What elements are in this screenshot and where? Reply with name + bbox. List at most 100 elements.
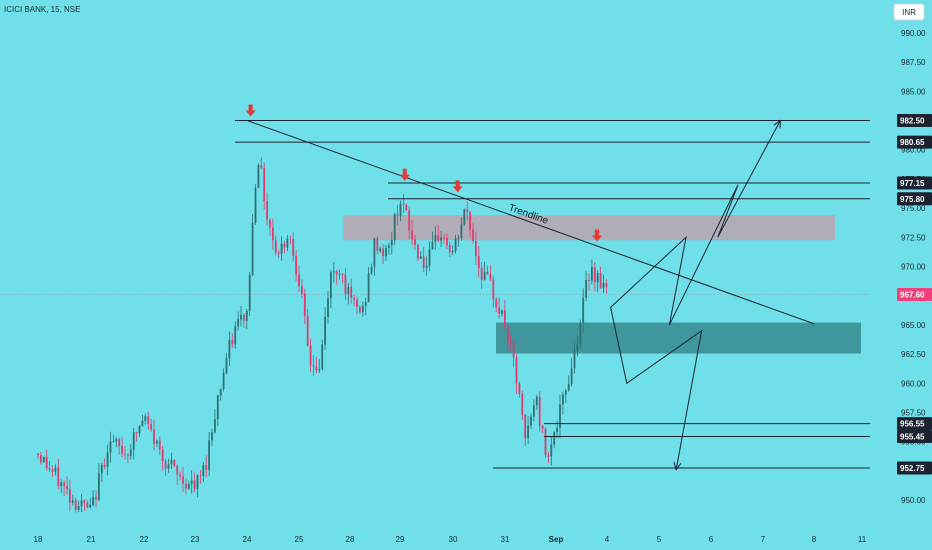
candle-body [228, 339, 231, 359]
x-tick-label: 30 [449, 535, 458, 544]
candle-body [446, 237, 448, 246]
price-level-label-box [897, 417, 932, 431]
x-tick-label: 7 [761, 535, 766, 544]
candle-body [602, 283, 605, 289]
candle-body [60, 482, 63, 487]
candle-body [477, 256, 480, 268]
candle-body [469, 211, 471, 230]
current-price-label: 967.60 [900, 291, 925, 300]
x-tick-label: 22 [140, 535, 149, 544]
candle-body [547, 454, 550, 457]
candle-body [106, 452, 109, 467]
candle-body [254, 187, 257, 224]
currency-label: INR [902, 8, 916, 17]
candle-body [414, 239, 416, 245]
chart-title: ICICI BANK, 15, NSE [4, 5, 80, 14]
candle-body [588, 280, 590, 281]
currency-badge[interactable]: INR [893, 3, 925, 21]
candle-body [187, 484, 190, 489]
price-level-label: 956.55 [900, 420, 925, 429]
candle-body [92, 496, 94, 505]
candle-body [567, 384, 570, 391]
candle-body [605, 283, 608, 287]
candle-body [80, 500, 83, 507]
candle-body [321, 344, 324, 369]
candle-body [538, 396, 541, 426]
y-tick-label: 957.50 [901, 409, 926, 418]
candle-body [147, 416, 150, 424]
candle-body [234, 326, 237, 345]
candle-body [182, 476, 184, 484]
candle-body [591, 267, 593, 281]
candle-body [272, 227, 274, 241]
candle-body [69, 489, 71, 503]
candle-body [71, 500, 74, 503]
x-tick-label: 8 [812, 535, 817, 544]
y-tick-label: 990.00 [901, 29, 926, 38]
candle-body [324, 316, 326, 345]
x-tick-label: 28 [346, 535, 355, 544]
price-level-label-box [897, 135, 932, 149]
candle-body [396, 214, 399, 216]
candle-body [460, 224, 463, 238]
candle-body [118, 439, 121, 446]
candle-body [135, 432, 138, 434]
price-level-label-box [897, 113, 932, 127]
candle-body [370, 266, 373, 274]
candle-body [524, 414, 527, 439]
y-tick-label: 960.00 [901, 379, 926, 388]
candle-body [63, 482, 65, 487]
price-level-label-box [897, 461, 932, 475]
candle-body [480, 267, 483, 280]
candle-body [564, 390, 567, 395]
y-tick-label: 985.00 [901, 87, 926, 96]
candle-body [144, 416, 147, 422]
candle-body [367, 273, 370, 303]
candle-body [382, 248, 384, 257]
x-axis[interactable]: 18 21 22 23 24 25 28 29 30 31 Sep 4 5 6 7 8 11 [34, 535, 867, 544]
candle-body [260, 165, 263, 168]
candle-body [390, 240, 393, 246]
price-level-label-box [897, 176, 932, 190]
candle-body [347, 286, 350, 295]
candle-body [193, 480, 196, 489]
candle-body [74, 500, 77, 510]
candle-body [37, 453, 39, 456]
candle-body [124, 453, 126, 455]
candle-body [45, 456, 48, 469]
candle-body [51, 469, 54, 472]
candle-body [327, 298, 329, 317]
candle-body [277, 252, 280, 254]
x-tick-label: 18 [34, 535, 43, 544]
candle-body [179, 474, 181, 477]
candle-body [541, 425, 544, 429]
price-level-label: 980.65 [900, 138, 925, 147]
candlestick-series [37, 157, 608, 513]
candle-body [408, 210, 411, 231]
price-level-label: 952.75 [900, 464, 925, 473]
candle-body [214, 419, 216, 433]
candle-body [593, 267, 596, 283]
candle-body [518, 383, 521, 394]
y-tick-label: 950.00 [901, 496, 926, 505]
candle-body [527, 425, 529, 439]
candle-body [176, 465, 179, 475]
candle-body [141, 421, 144, 426]
candle-body [573, 351, 576, 369]
x-tick-label: 5 [657, 535, 662, 544]
candle-body [428, 249, 431, 266]
candle-body [498, 307, 500, 314]
candle-body [257, 165, 260, 188]
trendline [246, 120, 815, 325]
candle-body [509, 341, 512, 343]
peak-arrow-icon [592, 229, 602, 242]
candle-body [419, 256, 422, 259]
candle-body [283, 243, 286, 248]
x-tick-label: 25 [295, 535, 304, 544]
candle-body [576, 344, 579, 352]
x-tick-label: 6 [709, 535, 714, 544]
candle-body [109, 441, 112, 453]
x-tick-label: 24 [243, 535, 252, 544]
candle-body [475, 240, 477, 257]
